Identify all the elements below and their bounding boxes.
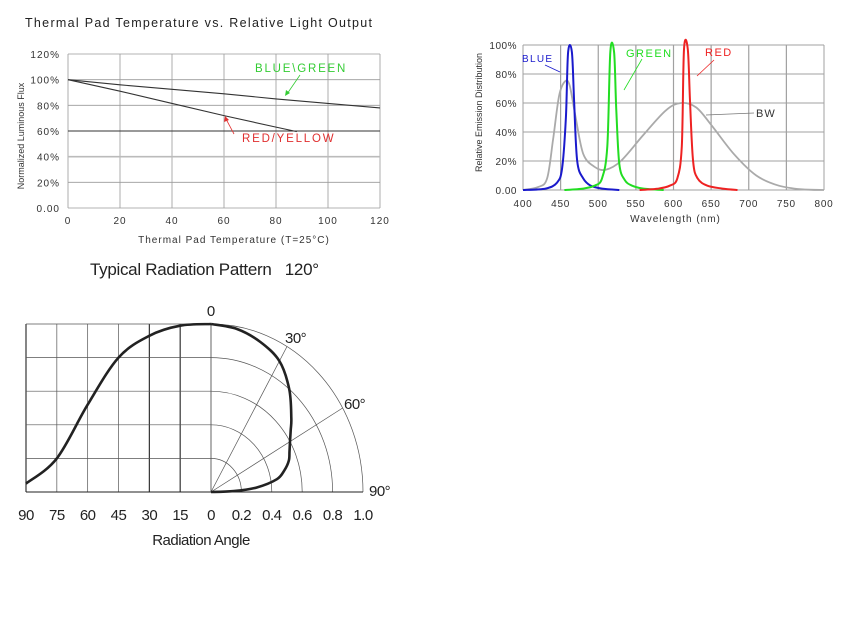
thermal-x-tick: 20 — [113, 216, 126, 227]
thermal-y-tick: 100% — [30, 76, 60, 87]
spectrum-y-tick: 100% — [489, 41, 517, 52]
thermal-x-tick: 80 — [269, 216, 282, 227]
bw-curve — [522, 79, 825, 191]
spectrum-y-tick: 0.00 — [496, 186, 517, 197]
polar-chart-title: Typical Radiation Pattern 120° — [90, 260, 319, 280]
green-curve — [564, 41, 664, 191]
polar-radius-tick: 0.2 — [232, 507, 252, 524]
thermal-x-tick: 0 — [65, 216, 72, 227]
red-yellow-line — [67, 79, 297, 133]
thermal-y-tick: 0.00 — [37, 204, 60, 215]
polar-radius-tick: 0.4 — [262, 507, 282, 524]
polar-label-90: 90° — [369, 483, 391, 500]
thermal-plot: 0 20 40 60 80 100 120 0.00 20% 40% 60% 80% 100% 120% T… — [16, 50, 390, 246]
polar-label-60: 60° — [344, 396, 366, 413]
polar-plot: 90 75 60 45 30 15 0 0.2 0.4 0.6 0.8 1.0 0 30° 60° 90° Ra… — [18, 303, 391, 549]
spectrum-x-tick: 500 — [589, 199, 608, 210]
polar-angle-tick: 75 — [49, 507, 65, 524]
spectrum-y-tick: 60% — [495, 99, 517, 110]
spectrum-plot: 400 450 500 550 600 650 700 750 800 0.00 20% 40% 60%… — [474, 38, 833, 225]
spectrum-x-tick: 650 — [702, 199, 721, 210]
spectrum-x-tick: 400 — [513, 199, 532, 210]
spectrum-x-tick: 700 — [739, 199, 758, 210]
polar-label-30: 30° — [285, 330, 307, 347]
polar-title-text: Typical Radiation Pattern 120° — [90, 260, 319, 279]
polar-x-label: Radiation Angle — [152, 532, 250, 549]
polar-label-0: 0 — [207, 303, 215, 320]
polar-radius-tick: 0.6 — [293, 507, 313, 524]
spectrum-y-tick: 20% — [495, 157, 517, 168]
red-curve — [639, 38, 738, 191]
thermal-chart-title: Thermal Pad Temperature vs. Relative Lig… — [25, 16, 374, 30]
polar-angle-tick: 30 — [141, 507, 157, 524]
polar-angle-tick: 90 — [18, 507, 34, 524]
polar-angle-tick: 60 — [80, 507, 96, 524]
polar-radius-tick: 0.8 — [323, 507, 343, 524]
polar-radius-tick: 1.0 — [353, 507, 373, 524]
spectrum-y-tick: 80% — [495, 70, 517, 81]
blue-label: BLUE — [522, 54, 553, 65]
polar-angle-tick: 0 — [207, 507, 215, 524]
spectrum-x-tick: 600 — [664, 199, 683, 210]
spectrum-x-tick: 550 — [626, 199, 645, 210]
red-yellow-label: RED/YELLOW — [242, 133, 335, 145]
thermal-x-tick: 60 — [217, 216, 230, 227]
polar-angle-tick: 15 — [172, 507, 188, 524]
thermal-y-tick: 80% — [37, 101, 60, 112]
spectrum-x-tick: 800 — [814, 199, 833, 210]
thermal-x-tick: 120 — [370, 216, 390, 227]
thermal-x-tick: 40 — [165, 216, 178, 227]
thermal-y-label: Normalized Luminous Flux — [16, 82, 26, 189]
spectrum-x-tick: 750 — [777, 199, 796, 210]
spectrum-x-tick: 450 — [551, 199, 570, 210]
blue-curve — [522, 44, 620, 191]
thermal-y-tick: 60% — [37, 127, 60, 138]
thermal-y-tick: 20% — [37, 178, 60, 189]
polar-angle-tick: 45 — [111, 507, 127, 524]
red-label: RED — [705, 47, 733, 59]
spectrum-x-label: Wavelength (nm) — [630, 214, 721, 225]
blue-green-label: BLUE\GREEN — [255, 63, 347, 75]
spectrum-y-label: Relative Emission Distribution — [474, 53, 484, 172]
spectrum-y-tick: 40% — [495, 128, 517, 139]
thermal-y-tick: 120% — [30, 50, 60, 61]
thermal-y-tick: 40% — [37, 153, 60, 164]
thermal-x-label: Thermal Pad Temperature (T=25°C) — [138, 235, 330, 246]
blue-green-line — [67, 79, 381, 109]
radiation-curve-cartesian — [25, 322, 212, 485]
radiation-curve-polar — [210, 322, 293, 494]
bw-label: BW — [756, 108, 776, 120]
green-label: GREEN — [626, 48, 673, 60]
thermal-x-tick: 100 — [318, 216, 338, 227]
